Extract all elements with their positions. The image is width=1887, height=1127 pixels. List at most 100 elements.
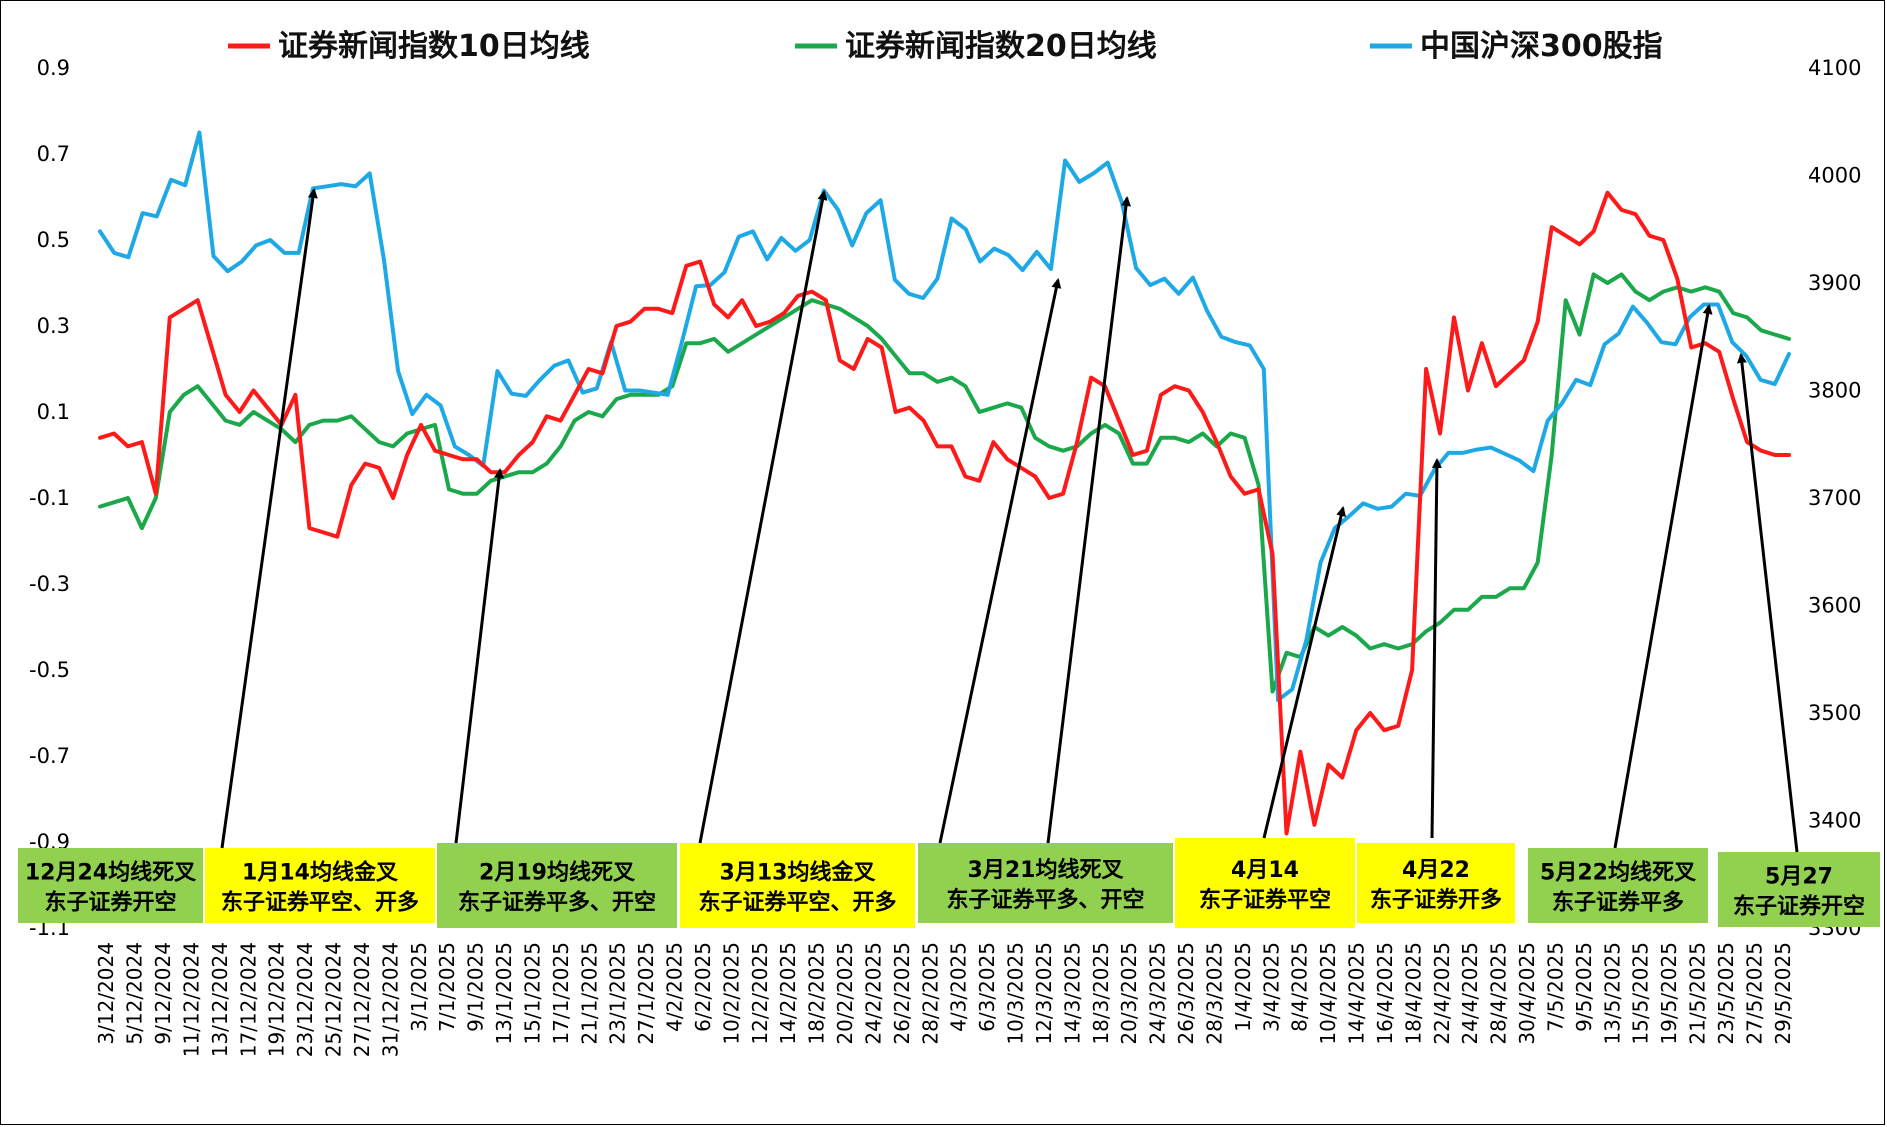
x-tick-label: 27/12/2024 — [350, 942, 374, 1057]
x-tick-label: 18/4/2025 — [1401, 942, 1425, 1045]
y-right-tick-label: 4000 — [1808, 164, 1861, 188]
legend-label-ma10-line: 证券新闻指数10日均线 — [278, 29, 590, 64]
x-tick-label: 15/5/2025 — [1629, 942, 1653, 1045]
y-left-tick-label: -0.5 — [29, 658, 70, 682]
x-tick-label: 18/2/2025 — [805, 942, 829, 1045]
chart-legend: 证券新闻指数10日均线 证券新闻指数20日均线 中国沪深300股指 — [228, 29, 1663, 64]
x-tick-label: 14/4/2025 — [1345, 942, 1369, 1045]
x-tick-label: 9/5/2025 — [1572, 942, 1596, 1032]
x-tick-label: 21/1/2025 — [577, 942, 601, 1045]
x-tick-label: 12/3/2025 — [1032, 942, 1056, 1045]
x-tick-label: 10/3/2025 — [1004, 942, 1028, 1045]
x-tick-label: 8/4/2025 — [1288, 942, 1312, 1032]
annotation-title: 4月14 — [1231, 858, 1299, 883]
x-tick-label: 22/4/2025 — [1430, 942, 1454, 1045]
x-tick-label: 6/3/2025 — [975, 942, 999, 1032]
x-tick-label: 13/12/2024 — [208, 942, 232, 1057]
series-layer — [98, 130, 1791, 836]
annotation-title: 12月24均线死叉 — [25, 860, 196, 886]
x-tick-label: 7/1/2025 — [435, 942, 459, 1032]
x-tick-label: 9/1/2025 — [464, 942, 488, 1032]
y-left-tick-label: -0.7 — [29, 744, 70, 768]
annotation-action: 东子证券平空 — [1199, 887, 1331, 913]
x-tick-label: 14/3/2025 — [1060, 942, 1084, 1045]
y-left-tick-label: 0.1 — [37, 400, 70, 424]
x-tick-label: 18/3/2025 — [1089, 942, 1113, 1045]
x-tick-label: 28/3/2025 — [1202, 942, 1226, 1045]
csi300-line — [98, 130, 1791, 703]
ma20-line — [98, 272, 1791, 694]
x-tick-label: 28/4/2025 — [1487, 942, 1511, 1045]
ma10-line — [98, 190, 1791, 836]
x-tick-label: 3/12/2024 — [94, 942, 118, 1045]
annotation-box — [918, 843, 1173, 923]
x-tick-label: 23/5/2025 — [1714, 942, 1738, 1045]
x-tick-label: 26/3/2025 — [1174, 942, 1198, 1045]
y-left-tick-label: 0.9 — [37, 56, 70, 80]
x-tick-label: 4/3/2025 — [947, 942, 971, 1032]
y-right-tick-label: 3800 — [1808, 379, 1861, 403]
annotation-title: 5月22均线死叉 — [1540, 860, 1696, 886]
annotation-box — [1718, 852, 1880, 927]
x-tick-label: 3/1/2025 — [407, 942, 431, 1032]
y-left-tick-label: -0.3 — [29, 572, 70, 596]
x-tick-label: 13/1/2025 — [492, 942, 516, 1045]
x-tick-label: 19/5/2025 — [1657, 942, 1681, 1045]
annotation-action: 东子证券平多、开空 — [946, 887, 1144, 913]
x-tick-label: 10/2/2025 — [719, 942, 743, 1045]
x-tick-label: 9/12/2024 — [151, 942, 175, 1045]
x-tick-label: 6/2/2025 — [691, 942, 715, 1032]
legend-label-ma20-line: 证券新闻指数20日均线 — [845, 29, 1157, 64]
y-right-tick-label: 4100 — [1808, 56, 1861, 80]
x-tick-label: 27/1/2025 — [634, 942, 658, 1045]
arrow-layer — [220, 188, 1799, 853]
x-tick-label: 3/4/2025 — [1259, 942, 1283, 1032]
annotation-action: 东子证券开多 — [1370, 887, 1502, 913]
annotation-box — [18, 848, 203, 923]
x-tick-label: 15/1/2025 — [520, 942, 544, 1045]
x-tick-label: 1/4/2025 — [1231, 942, 1255, 1032]
annotation-action: 东子证券平空、开多 — [698, 890, 896, 916]
x-tick-label: 23/12/2024 — [293, 942, 317, 1057]
annotation-arrow — [938, 278, 1062, 844]
annotation-title: 1月14均线金叉 — [242, 860, 398, 886]
x-tick-label: 17/1/2025 — [549, 942, 573, 1045]
x-tick-label: 20/2/2025 — [833, 942, 857, 1045]
x-tick-label: 30/4/2025 — [1515, 942, 1539, 1045]
y-right-tick-label: 3600 — [1808, 594, 1861, 618]
x-tick-label: 24/4/2025 — [1458, 942, 1482, 1045]
annotation-arrow — [1430, 458, 1442, 839]
annotation-box — [1357, 843, 1515, 923]
annotation-title: 3月21均线死叉 — [968, 857, 1124, 883]
y-right-tick-label: 3400 — [1808, 809, 1861, 833]
y-left-tick-label: 0.3 — [37, 314, 70, 338]
x-tick-label: 7/5/2025 — [1543, 942, 1567, 1032]
y-right-tick-label: 3900 — [1808, 271, 1861, 295]
annotation-arrow — [1613, 304, 1713, 849]
y-right-tick-label: 3700 — [1808, 486, 1861, 510]
x-tick-label: 12/2/2025 — [748, 942, 772, 1045]
annotation-box — [437, 843, 677, 928]
x-tick-label: 25/12/2024 — [322, 942, 346, 1057]
annotation-action: 东子证券平多、开空 — [458, 890, 656, 916]
annotation-box — [1528, 848, 1708, 923]
y-left-tick-label: 0.5 — [37, 228, 70, 252]
x-tick-label: 28/2/2025 — [918, 942, 942, 1045]
annotation-arrow — [220, 188, 318, 849]
x-tick-label: 26/2/2025 — [890, 942, 914, 1045]
x-tick-label: 24/3/2025 — [1146, 942, 1170, 1045]
annotation-arrow — [1736, 353, 1799, 853]
annotation-action: 东子证券平空、开多 — [221, 890, 419, 916]
annotation-title: 2月19均线死叉 — [479, 860, 635, 886]
x-axis: 3/12/2024 5/12/2024 9/12/2024 11/12/2024 13/… — [94, 942, 1795, 1057]
annotation-title: 4月22 — [1402, 858, 1470, 883]
annotation-arrow — [698, 190, 828, 844]
x-tick-label: 29/5/2025 — [1771, 942, 1795, 1045]
y-left-tick-label: 0.7 — [37, 142, 70, 166]
annotation-action: 东子证券开空 — [44, 890, 176, 916]
x-tick-label: 20/3/2025 — [1117, 942, 1141, 1045]
x-tick-label: 23/1/2025 — [606, 942, 630, 1045]
